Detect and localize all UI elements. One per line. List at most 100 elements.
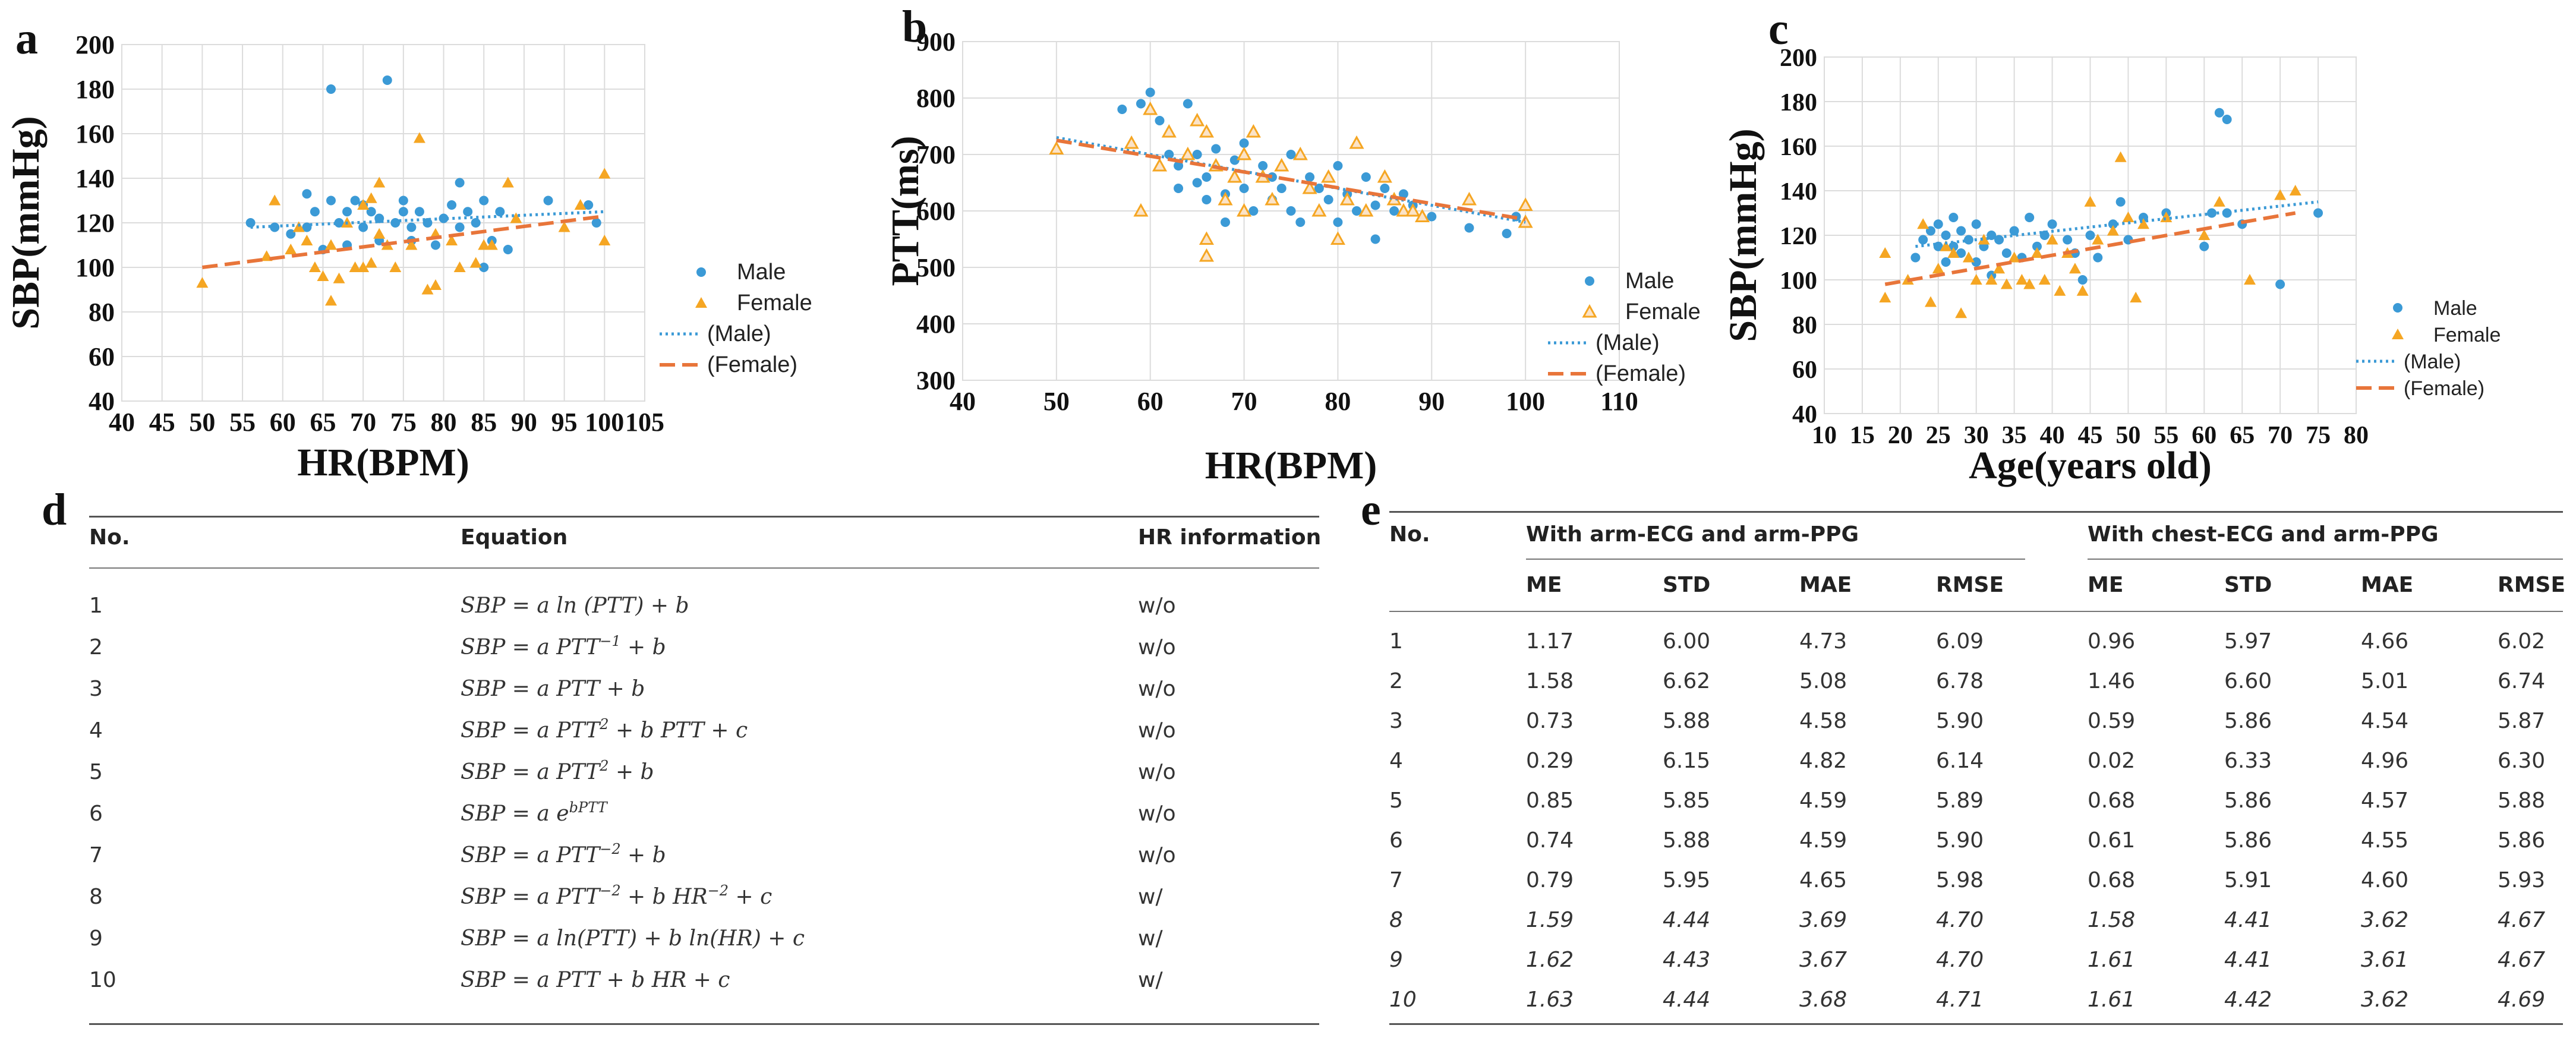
female-point (196, 277, 209, 288)
metric-header: RMSE (2498, 573, 2566, 597)
error-metrics-table: No. With arm-ECG and arm-PPG With chest-… (1389, 511, 2566, 1034)
metric-value: 0.73 (1526, 709, 1574, 733)
female-point (1161, 124, 1177, 138)
male-point (2093, 253, 2103, 263)
y-tick-label: 180 (1780, 89, 1817, 116)
male-point (390, 218, 401, 228)
female-point (2092, 234, 2104, 245)
female-point (1917, 218, 1929, 229)
male-point (326, 195, 336, 206)
male-point (471, 218, 481, 228)
male-point (447, 200, 457, 210)
equation-table: No. Equation HR information 1 SBP = a ln … (89, 511, 1325, 1034)
male-point (398, 195, 408, 206)
male-point (1164, 150, 1174, 159)
equation-cell: SBP = a ln (PTT) + b (461, 594, 689, 618)
x-tick-label: 45 (2078, 422, 2103, 449)
y-tick-label: 40 (1792, 401, 1817, 428)
female-point (1133, 203, 1149, 217)
row-number: 3 (89, 677, 103, 701)
header-rule (1389, 611, 2563, 612)
female-point (1265, 191, 1280, 206)
female-point (1962, 251, 1975, 263)
metric-value: 4.43 (1663, 948, 1711, 972)
metric-value: 5.08 (1799, 669, 1847, 693)
row-number: 6 (1389, 828, 1403, 853)
column-header-no: No. (89, 525, 130, 550)
female-point (2016, 274, 2028, 285)
legend-label: (Male) (707, 321, 771, 346)
legend-male-marker (696, 267, 706, 277)
male-point (334, 218, 344, 228)
female-point (1358, 203, 1374, 217)
x-tick-label: 65 (310, 408, 336, 437)
equation-cell: SBP = a PTT + b HR + c (461, 968, 730, 992)
metric-value: 4.42 (2224, 988, 2272, 1012)
metric-value: 1.58 (1526, 669, 1574, 693)
x-tick-label: 60 (2192, 422, 2216, 449)
male-point (1389, 206, 1399, 216)
male-point (1192, 178, 1202, 188)
female-point (1349, 135, 1364, 149)
row-number: 9 (89, 926, 103, 951)
y-tick-label: 400 (916, 310, 956, 339)
x-tick-label: 15 (1850, 422, 1875, 449)
hr-information-cell: w/o (1138, 843, 1176, 868)
metric-value: 5.87 (2498, 709, 2546, 733)
metric-value: 4.59 (1799, 828, 1847, 853)
male-point (2001, 248, 2011, 258)
hr-information-cell: w/o (1138, 594, 1176, 618)
y-tick-label: 300 (916, 366, 956, 395)
x-tick-label: 50 (2115, 422, 2140, 449)
female-point (1978, 234, 1990, 245)
female-point (2038, 274, 2051, 285)
panel-letter-c: c (1768, 4, 1789, 54)
scatter-chart-a: 40 45 50 55 60 65 70 75 80 85 90 95 100 1054060801001… (4, 30, 812, 484)
metric-value: 1.46 (2088, 669, 2136, 693)
row-number: 3 (1389, 709, 1403, 733)
female-point (2274, 189, 2287, 200)
female-point (325, 295, 337, 306)
metric-value: 4.96 (2361, 749, 2409, 773)
row-number: 5 (89, 760, 103, 784)
female-point (1940, 240, 1952, 251)
x-tick-label: 50 (1043, 387, 1070, 416)
x-tick-label: 60 (1137, 387, 1164, 416)
male-point (1956, 248, 1966, 258)
male-point (1333, 217, 1343, 227)
female-point (2023, 278, 2036, 289)
metric-header: ME (1526, 573, 1562, 597)
x-tick-label: 95 (551, 408, 578, 437)
legend-female-marker (1582, 304, 1597, 318)
x-tick-label: 50 (189, 408, 215, 437)
header-rule (89, 567, 1319, 569)
metric-value: 4.44 (1663, 908, 1711, 932)
y-axis-label: SBP(mmHg) (4, 116, 48, 329)
female-point (373, 176, 386, 188)
metric-value: 1.61 (2088, 988, 2136, 1012)
y-tick-label: 500 (916, 253, 956, 282)
male-point (503, 245, 513, 254)
y-tick-label: 140 (1780, 178, 1817, 206)
x-tick-label: 40 (2040, 422, 2065, 449)
equation-cell: SBP = a ebPTT (461, 799, 607, 826)
hr-information-cell: w/o (1138, 718, 1176, 743)
female-point (333, 272, 345, 283)
y-tick-label: 200 (1780, 45, 1817, 72)
y-tick-label: 80 (1792, 312, 1817, 339)
x-tick-label: 90 (511, 408, 537, 437)
female-point (1237, 146, 1252, 160)
male-point (1202, 172, 1212, 182)
male-point (1427, 212, 1437, 222)
x-tick-label: 105 (625, 408, 664, 437)
row-number: 5 (1389, 788, 1403, 813)
female-point (510, 212, 522, 223)
male-point (1276, 184, 1287, 193)
x-tick-label: 85 (471, 408, 497, 437)
male-point (1941, 257, 1951, 267)
metric-value: 5.01 (2361, 669, 2409, 693)
metric-header: MAE (2361, 573, 2414, 597)
male-point (1948, 241, 1959, 251)
metric-header: STD (1663, 573, 1711, 597)
metric-value: 0.96 (2088, 629, 2136, 654)
